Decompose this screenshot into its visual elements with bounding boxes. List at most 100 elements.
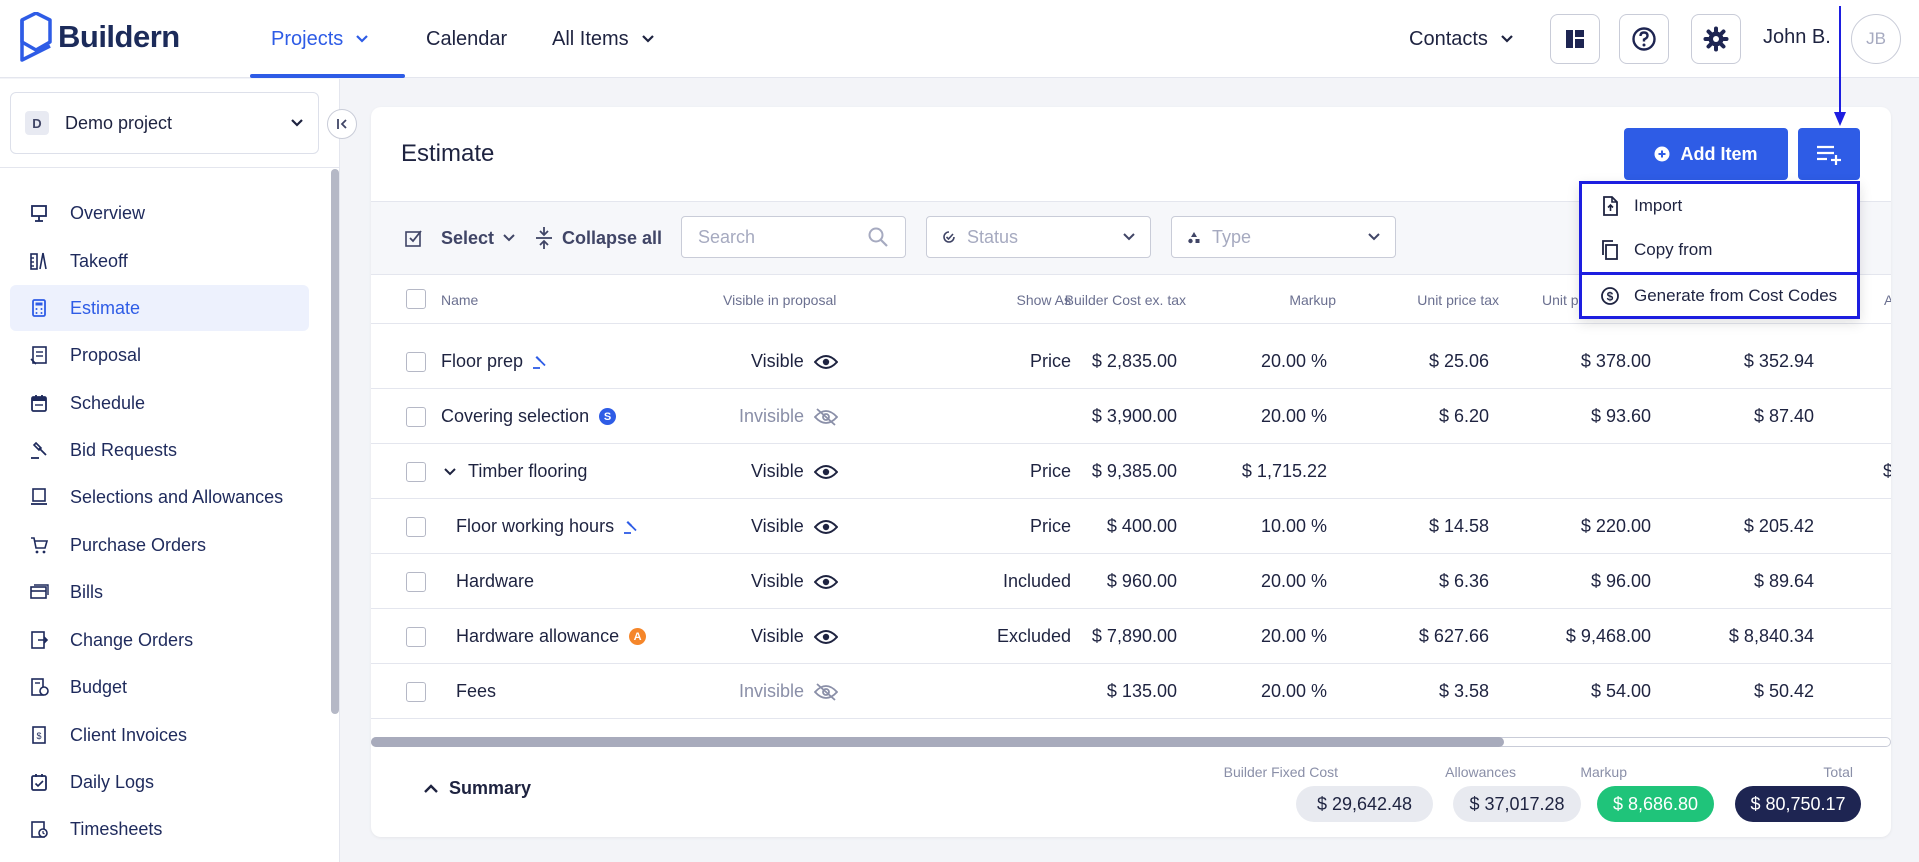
help-button[interactable] [1619,14,1669,64]
column-header-markup[interactable]: Markup [1289,292,1336,308]
menu-item-copy-from[interactable]: Copy from [1582,228,1857,272]
sidebar-collapse-button[interactable] [327,109,357,139]
unit-price-tax: $ 3.58 [1438,681,1489,701]
row-checkbox[interactable] [406,407,426,427]
extra-value: $ 87.40 [1753,406,1814,426]
sidebar-item-schedule[interactable]: Schedule [10,380,309,426]
contacts-menu[interactable]: Contacts [1409,0,1514,78]
sidebar-item-label: Bid Requests [70,439,178,460]
row-checkbox[interactable] [406,682,426,702]
visibility-toggle[interactable]: Invisible [739,664,839,719]
add-item-button[interactable]: Add Item [1624,128,1788,180]
more-actions-button[interactable] [1798,128,1860,180]
eye-icon [813,574,838,589]
column-header-unit-price-tax[interactable]: Unit price tax [1417,292,1499,308]
chevron-down-icon [1501,35,1513,43]
checklist-icon [405,230,422,247]
row-name: Hardware [456,554,534,609]
row-name: Hardware allowance A [456,609,647,664]
extra-value: $ 205.42 [1743,516,1814,536]
collapse-all-button[interactable]: Collapse all [534,202,662,274]
column-header-visible[interactable]: Visible in proposal [723,292,837,308]
type-filter[interactable]: Type [1171,216,1396,258]
markup: 20.00 % [1260,351,1327,371]
extra-value: $ 352.94 [1743,351,1814,371]
sidebar-item-budget[interactable]: Budget [10,664,309,710]
sidebar-item-label: Budget [70,676,128,697]
column-header-builder-cost[interactable]: Builder Cost ex. tax [1064,292,1186,308]
sidebar-item-selections[interactable]: Selections and Allowances [10,474,309,520]
row-checkbox[interactable] [406,517,426,537]
row-name: Floor working hours [456,499,638,554]
menu-item-import[interactable]: Import [1582,184,1857,228]
sidebar-item-timesheets[interactable]: Timesheets [10,806,309,852]
sidebar-item-estimate[interactable]: Estimate [10,285,309,331]
table-row[interactable]: Floor prep Visible Price $ 2,835.00 20.0… [371,334,1891,389]
sidebar-item-client-invoices[interactable]: $ Client Invoices [10,712,309,758]
visibility-toggle[interactable]: Invisible [739,389,839,444]
select-menu[interactable]: Select [403,202,516,274]
chevron-down-icon[interactable] [443,467,457,477]
help-icon [1632,27,1656,51]
eye-icon [813,464,838,479]
column-header-unit-price[interactable]: Unit p [1542,292,1579,308]
column-header-name[interactable]: Name [441,292,479,308]
table-row-group[interactable]: Timber flooring Visible Price $ 9,385.00… [371,444,1891,499]
visibility-toggle[interactable]: Visible [751,609,838,664]
summary-value-markup: $ 8,686.80 [1597,786,1714,822]
visibility-text: Invisible [739,681,805,701]
visibility-toggle[interactable]: Visible [751,334,838,389]
nav-active-indicator [250,74,405,78]
sidebar-item-daily-logs[interactable]: Daily Logs [10,759,309,805]
sidebar-item-overview[interactable]: Overview [10,190,309,236]
table-row[interactable]: Hardware Visible Included $ 960.00 20.00… [371,554,1891,609]
nav-calendar[interactable]: Calendar [426,0,507,78]
row-checkbox[interactable] [406,627,426,647]
dashboard-button[interactable] [1550,14,1600,64]
sidebar-item-purchase-orders[interactable]: Purchase Orders [10,522,309,568]
table-row[interactable]: Hardware allowance A Visible Excluded $ … [371,609,1891,664]
unit-price: $ 54.00 [1590,681,1651,701]
table-row[interactable]: Covering selection S Invisible $ 3,900.0… [371,389,1891,444]
visibility-text: Invisible [739,406,805,426]
select-all-checkbox[interactable] [406,289,426,309]
user-name[interactable]: John B. [1763,26,1831,48]
horizontal-scrollbar-thumb[interactable] [371,737,1504,747]
table-row[interactable]: Fees Invisible $ 135.00 20.00 % $ 3.58 $… [371,664,1891,719]
project-select[interactable]: D Demo project [10,92,319,154]
visibility-toggle[interactable]: Visible [751,499,838,554]
search-input[interactable]: Search [681,216,906,258]
sidebar-item-change-orders[interactable]: Change Orders [10,617,309,663]
sidebar-item-label: Timesheets [70,818,163,839]
settings-button[interactable] [1691,14,1741,64]
sidebar-item-proposal[interactable]: Proposal [10,332,309,378]
project-name: Demo project [65,112,173,133]
column-header-show-as[interactable]: Show As [1016,292,1071,308]
sidebar-item-takeoff[interactable]: Takeoff [10,238,309,284]
unit-price: $ 9,468.00 [1565,626,1651,646]
svg-text:$: $ [36,731,41,741]
row-checkbox[interactable] [406,352,426,372]
status-filter[interactable]: Status [926,216,1151,258]
builder-cost: $ 3,900.00 [1091,406,1177,426]
summary-toggle[interactable]: Summary [423,778,531,799]
contacts-label: Contacts [1409,27,1488,50]
chevron-down-icon [356,35,369,43]
column-header-truncated[interactable]: A [1884,292,1891,308]
row-checkbox[interactable] [406,462,426,482]
menu-item-generate-from-cost-codes[interactable]: $ Generate from Cost Codes [1582,274,1857,318]
nav-projects[interactable]: Projects [271,0,369,78]
unit-price: $ 220.00 [1580,516,1651,536]
summary-label: Summary [449,778,532,798]
row-checkbox[interactable] [406,572,426,592]
visibility-toggle[interactable]: Visible [751,444,838,499]
sidebar-item-bid-requests[interactable]: Bid Requests [10,427,309,473]
sidebar-item-bills[interactable]: Bills [10,569,309,615]
visibility-toggle[interactable]: Visible [751,554,838,609]
avatar[interactable]: JB [1851,14,1901,64]
brand-logo[interactable]: Buildern [18,12,180,62]
sidebar-scrollbar[interactable] [331,169,339,714]
nav-all-items[interactable]: All Items [552,0,655,78]
table-row[interactable]: Floor working hours Visible Price $ 400.… [371,499,1891,554]
type-shapes-icon [1188,232,1200,244]
